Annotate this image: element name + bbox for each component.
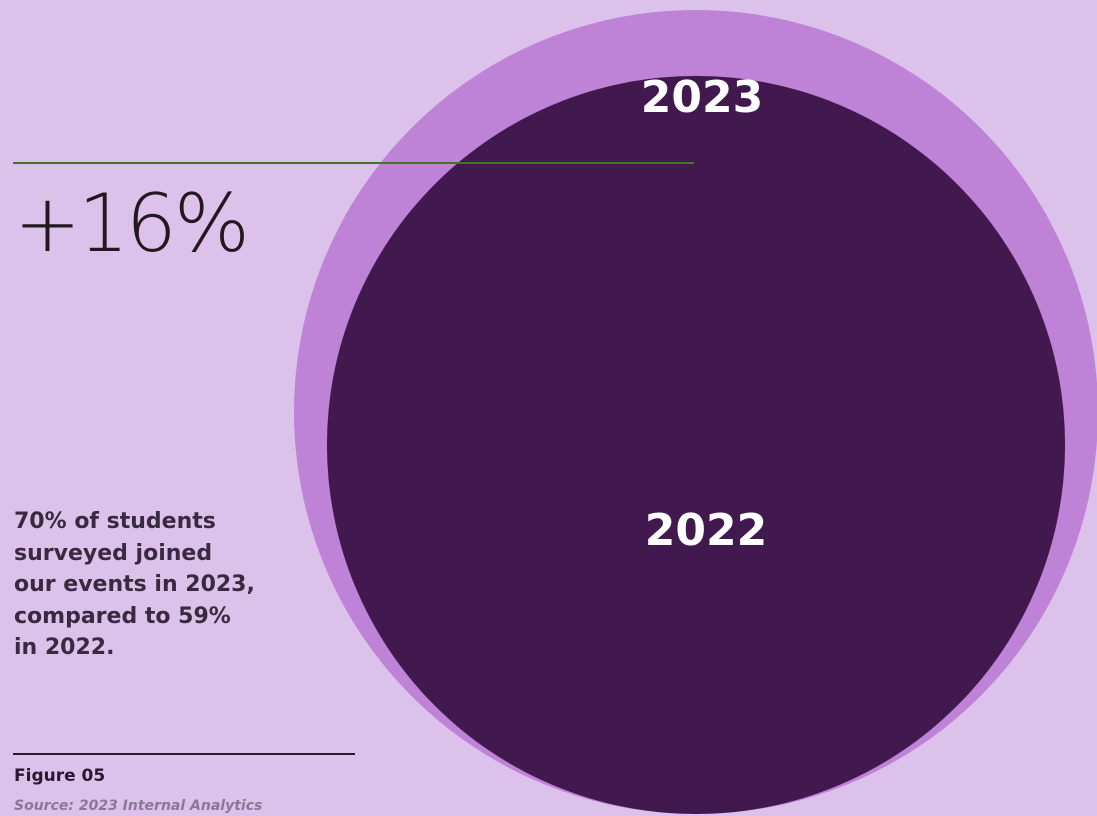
description-text: 70% of students surveyed joined our even… [14, 509, 255, 660]
figure-label: Figure 05 [14, 766, 106, 786]
headline-stat: +16% [14, 177, 250, 270]
label-2023: 2023 [641, 72, 763, 123]
circle-2022 [326, 75, 1066, 814]
source-note: Source: 2023 Internal Analytics [14, 798, 263, 814]
label-2022: 2022 [645, 505, 767, 556]
bottom-divider [13, 753, 355, 755]
top-divider [13, 162, 694, 164]
